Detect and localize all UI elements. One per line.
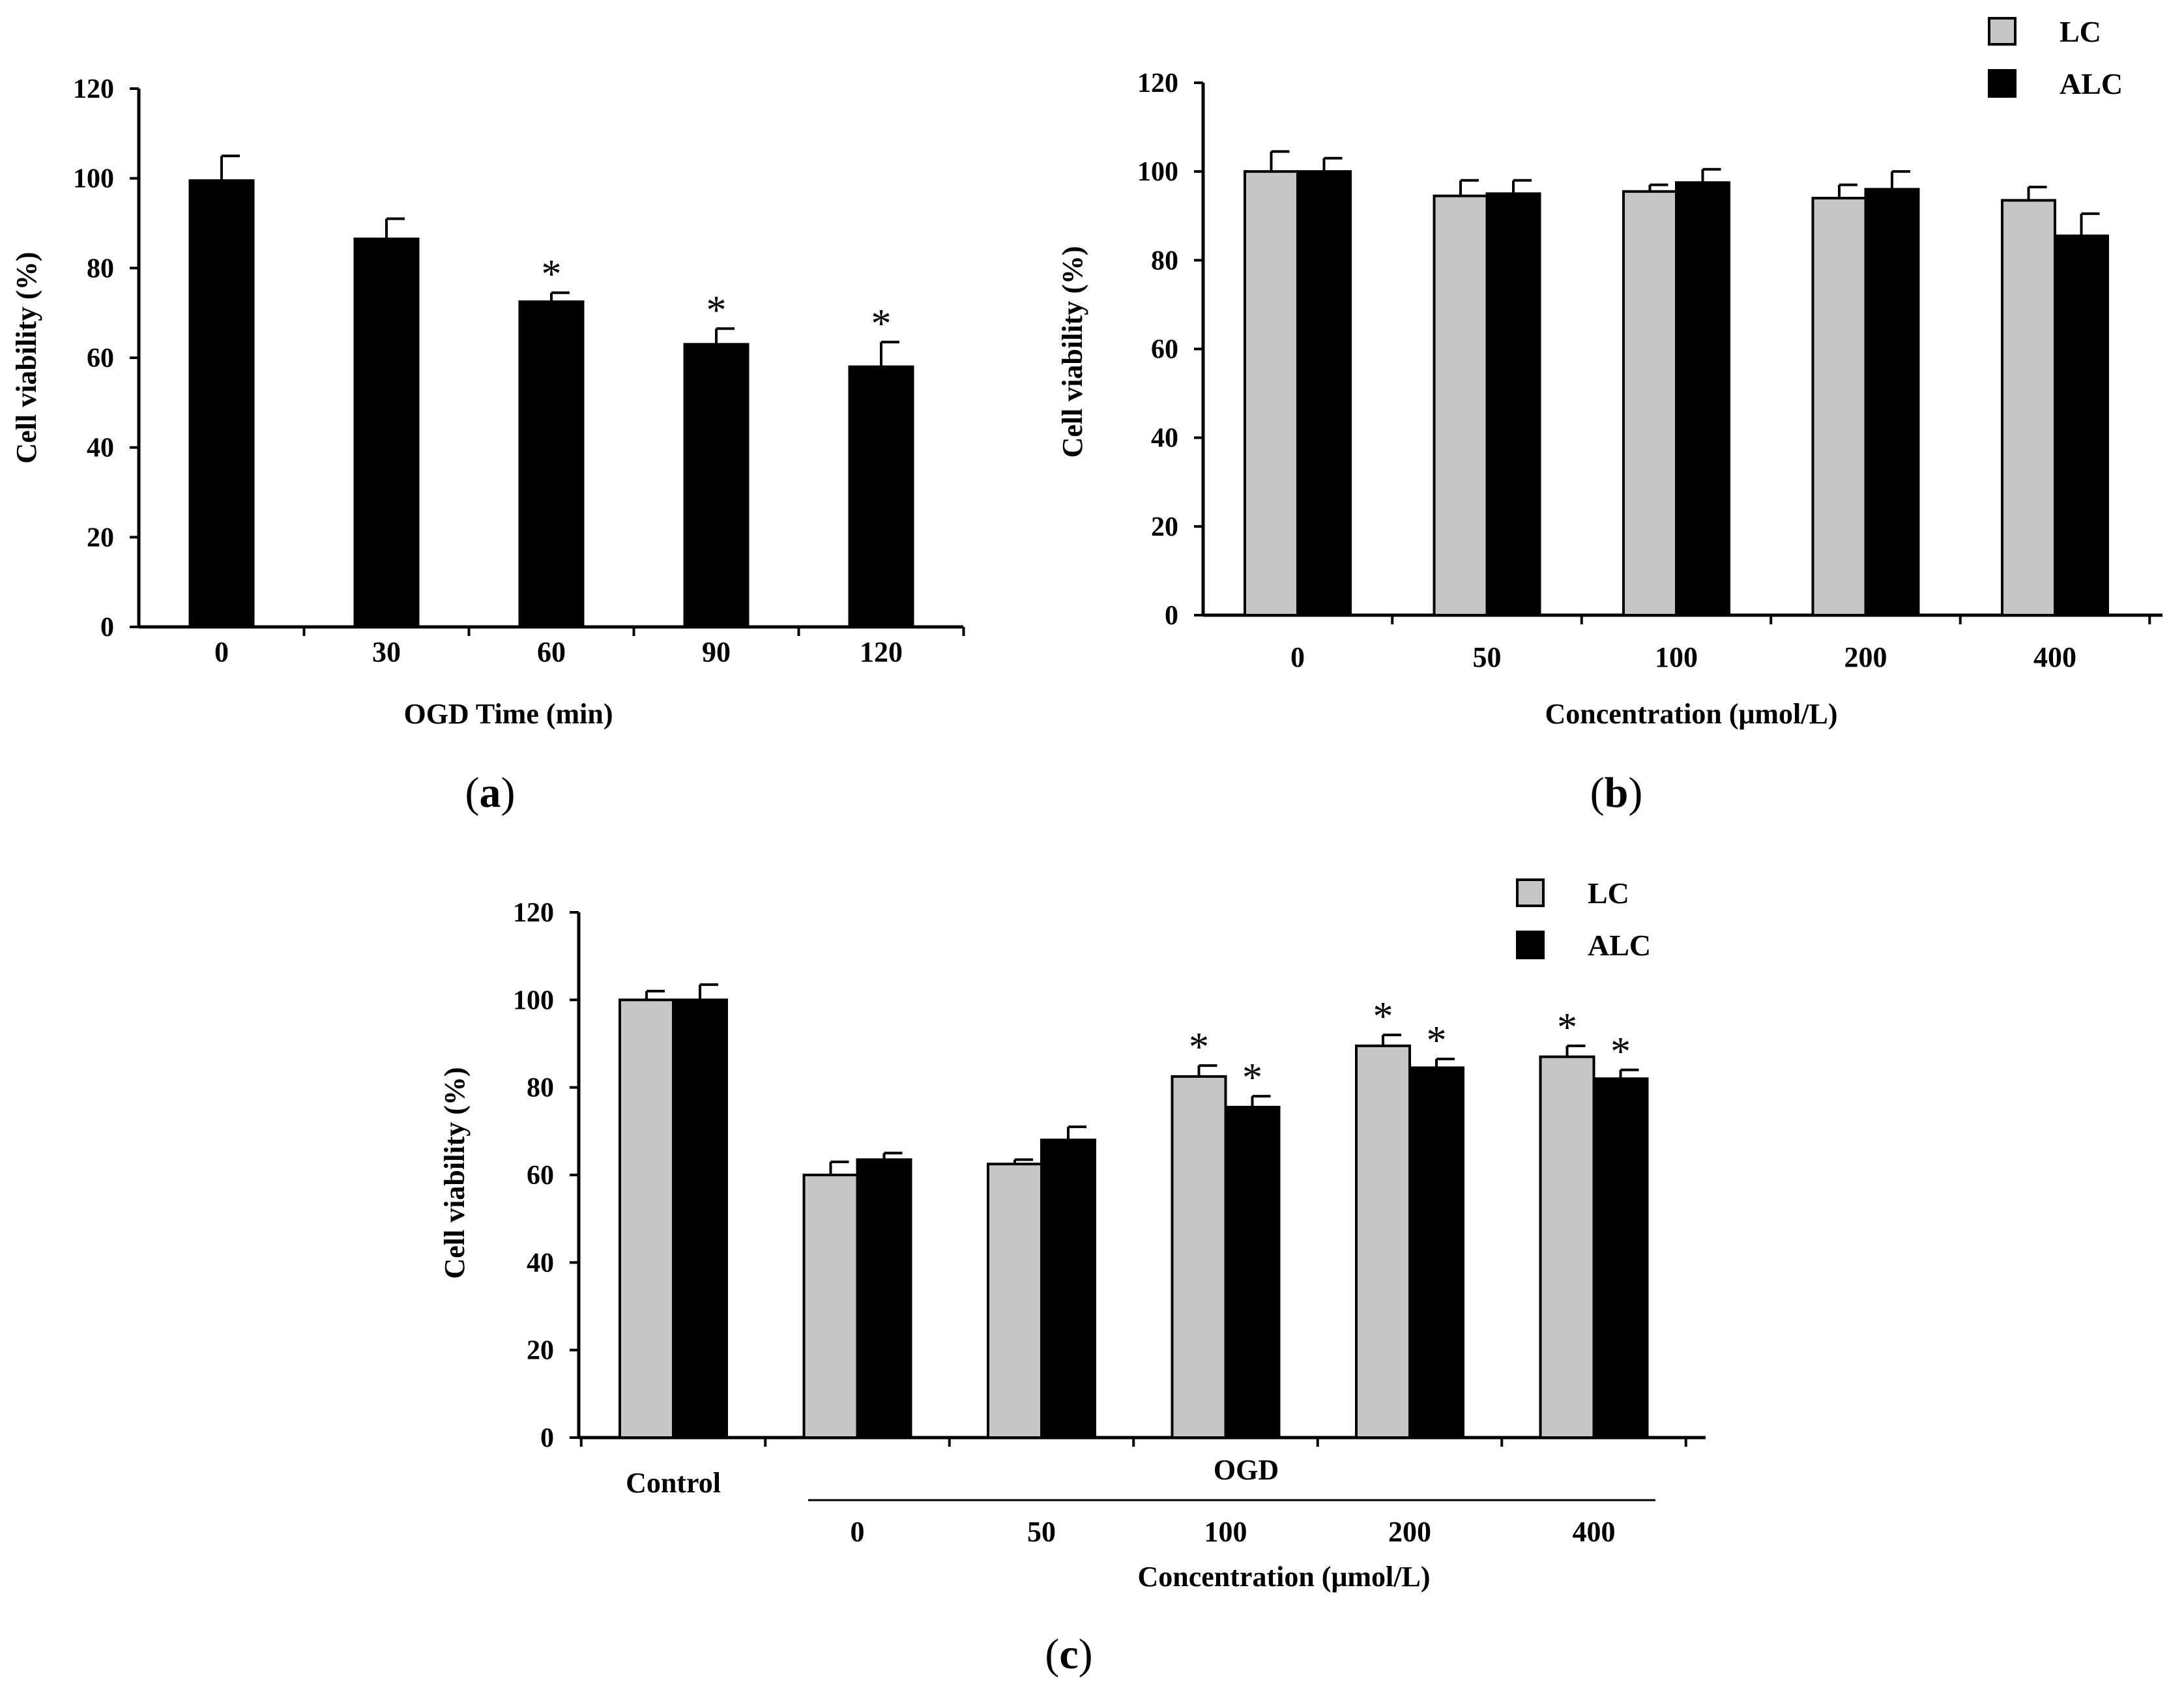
bar-alc-Control	[672, 998, 728, 1440]
legend-swatch-alc	[1988, 69, 2017, 98]
y-tick-label: 80	[87, 254, 114, 283]
x-tick-label: 0	[851, 1516, 865, 1548]
x-tick-label: 400	[1573, 1516, 1616, 1548]
bar-lc-0	[1244, 170, 1299, 616]
y-tick-label: 120	[73, 74, 114, 104]
x-tick-label: 90	[702, 636, 731, 668]
x-tick-label: 200	[1388, 1516, 1431, 1548]
bar-alc-200	[1408, 1066, 1464, 1439]
y-tick-label: 20	[527, 1336, 554, 1366]
x-tick-label: 200	[1844, 641, 1887, 673]
bar-lc-50	[1433, 194, 1489, 616]
significance-star: *	[1242, 1056, 1262, 1100]
panel-label-letter: c	[1059, 1630, 1078, 1678]
panel-label-letter: a	[480, 769, 501, 817]
bar-alc-0	[1296, 170, 1352, 616]
legend-label-lc: LC	[2060, 15, 2101, 48]
x-tick-label: 50	[1027, 1516, 1056, 1548]
x-axis-title: OGD Time (min)	[403, 698, 613, 730]
group-label: OGD	[1214, 1454, 1279, 1486]
x-tick-label: 100	[1204, 1516, 1247, 1548]
significance-star: *	[706, 288, 727, 332]
y-tick-label: 40	[527, 1248, 554, 1278]
y-tick-label: 0	[100, 613, 114, 643]
significance-star: *	[1557, 1006, 1577, 1050]
bar-lc-100	[1622, 190, 1678, 617]
legend-swatch-lc	[1988, 17, 2017, 46]
x-tick-label: 0	[1290, 641, 1305, 673]
y-tick-label: 0	[1165, 601, 1178, 631]
chart-panel-c: 0 20 40 60 80 100 120 * * * * * * Control 0 50 100 200 400…	[439, 876, 1706, 1678]
bar-single-60	[518, 300, 585, 628]
bar-single-120	[848, 365, 914, 628]
bar-alc-50	[1485, 192, 1541, 617]
significance-star: *	[542, 252, 562, 297]
bar-lc-200	[1811, 197, 1867, 616]
y-axis-title: Cell viability (%)	[1056, 246, 1088, 457]
bar-alc-100	[1224, 1105, 1281, 1440]
x-axis-title: Concentration (μmol/L)	[1545, 698, 1837, 730]
bar-single-0	[188, 179, 255, 628]
x-tick-label: 120	[860, 636, 903, 668]
bar-lc-0	[802, 1174, 859, 1439]
y-axis-title: Cell viability (%)	[10, 252, 42, 463]
bar-single-90	[683, 343, 750, 628]
bar-alc-0	[856, 1158, 912, 1440]
legend-swatch-alc	[1516, 931, 1545, 959]
legend-label-alc: ALC	[1588, 929, 1651, 962]
y-tick-label: 0	[540, 1423, 554, 1453]
y-tick-label: 100	[513, 985, 554, 1015]
bar-alc-50	[1040, 1138, 1096, 1440]
x-axis-title: Concentration (μmol/L)	[1137, 1561, 1430, 1593]
y-tick-label: 100	[73, 164, 114, 194]
y-tick-label: 100	[1137, 157, 1178, 187]
panel-label: (a)	[465, 769, 516, 817]
bar-lc-400	[1539, 1055, 1595, 1439]
y-tick-label: 40	[1151, 424, 1178, 454]
x-tick-label: 50	[1473, 641, 1502, 673]
y-tick-label: 20	[87, 523, 114, 553]
bar-lc-200	[1355, 1044, 1411, 1439]
bar-alc-400	[2054, 234, 2109, 616]
x-tick-label: 60	[537, 636, 566, 668]
panel-label-letter: b	[1605, 769, 1629, 817]
significance-star: *	[1189, 1025, 1209, 1069]
y-tick-label: 60	[87, 343, 114, 373]
x-tick-label: 30	[372, 636, 401, 668]
y-tick-label: 60	[527, 1161, 554, 1191]
y-tick-label: 120	[513, 898, 554, 928]
bar-lc-100	[1171, 1075, 1227, 1439]
x-tick-label: 100	[1655, 641, 1698, 673]
significance-star: *	[1373, 994, 1393, 1039]
bar-lc-400	[2001, 199, 2056, 616]
chart-panel-a: 0 20 40 60 80 100 120 * * * 0 30 60 90 120 OGD Time (mi…	[10, 74, 965, 817]
legend-swatch-lc	[1516, 878, 1545, 907]
panel-label: (c)	[1045, 1630, 1092, 1678]
y-tick-label: 40	[87, 433, 114, 463]
bar-alc-400	[1592, 1077, 1649, 1439]
y-tick-label: 80	[527, 1073, 554, 1103]
y-tick-label: 80	[1151, 246, 1178, 276]
legend-label-lc: LC	[1588, 876, 1629, 910]
x-tick-label: Control	[626, 1467, 721, 1499]
x-tick-label: 400	[2033, 641, 2076, 673]
legend-label-alc: ALC	[2060, 67, 2123, 100]
bar-lc-50	[987, 1163, 1043, 1440]
chart-panel-b: 0 20 40 60 80 100 120 0 50 100 200 400 Concentration…	[1056, 15, 2162, 817]
bar-alc-200	[1864, 188, 1920, 616]
significance-star: *	[871, 302, 892, 346]
bar-lc-Control	[619, 998, 675, 1440]
panel-label: (b)	[1590, 769, 1643, 817]
bar-alc-100	[1675, 181, 1730, 616]
significance-star: *	[1427, 1019, 1447, 1063]
y-tick-label: 120	[1137, 68, 1178, 98]
significance-star: *	[1610, 1030, 1631, 1074]
x-tick-label: 0	[214, 636, 229, 668]
bar-single-30	[353, 237, 420, 628]
y-axis-title: Cell viability (%)	[439, 1067, 471, 1279]
y-tick-label: 20	[1151, 512, 1178, 542]
y-tick-label: 60	[1151, 335, 1178, 365]
